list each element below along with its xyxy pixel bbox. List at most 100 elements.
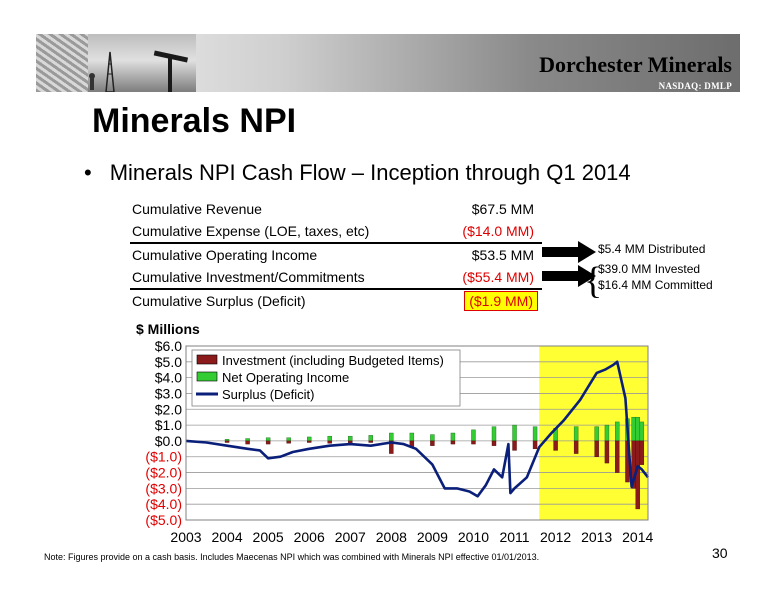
- net-operating-bar: [450, 432, 456, 442]
- brand-name: Dorchester Minerals: [539, 52, 732, 77]
- investment-bar: [327, 440, 332, 444]
- slide-title: Minerals NPI: [92, 102, 297, 140]
- net-operating-bar: [639, 421, 645, 442]
- legend-label: Net Operating Income: [222, 370, 349, 385]
- net-operating-bar: [471, 429, 476, 442]
- net-operating-bar: [224, 439, 230, 442]
- investment-bar: [471, 440, 476, 445]
- net-operating-bar: [286, 437, 291, 442]
- x-tick-label: 2013: [581, 529, 612, 545]
- investment-bar: [307, 440, 312, 443]
- net-operating-bar: [409, 432, 415, 442]
- summary-value: ($14.0 MM): [462, 223, 534, 239]
- net-operating-bar: [604, 424, 610, 442]
- bullet-text: Minerals NPI Cash Flow – Inception throu…: [109, 160, 631, 185]
- arrow-right-icon: [542, 241, 596, 263]
- y-tick-label: $4.0: [155, 370, 182, 386]
- net-operating-bar: [368, 435, 373, 442]
- rock-texture: [36, 34, 88, 92]
- brace-icon: {: [584, 260, 603, 302]
- surplus-highlight: ($1.9 MM): [464, 291, 538, 311]
- x-tick-label: 2004: [211, 529, 242, 545]
- surplus-line: [185, 360, 650, 498]
- bullet-point: • Minerals NPI Cash Flow – Inception thro…: [84, 160, 631, 186]
- summary-value: ($1.9 MM): [464, 290, 538, 312]
- page-number: 30: [712, 545, 728, 561]
- investment-bar: [615, 440, 620, 473]
- investment-bar: [224, 440, 230, 443]
- summary-label: Cumulative Revenue: [132, 201, 262, 217]
- y-tick-label: ($2.0): [145, 465, 182, 481]
- investment-bar: [430, 440, 435, 446]
- summary-row: Cumulative Surplus (Deficit) ($1.9 MM): [130, 290, 542, 312]
- y-tick-label: $5.0: [155, 354, 182, 370]
- x-tick-label: 2009: [417, 529, 448, 545]
- net-operating-bar: [327, 435, 332, 442]
- net-operating-bar: [348, 435, 353, 442]
- net-operating-bar: [389, 432, 394, 442]
- y-tick-label: ($5.0): [145, 512, 182, 528]
- summary-label: Cumulative Surplus (Deficit): [132, 293, 306, 309]
- y-tick-label: $1.0: [155, 417, 182, 433]
- investment-bar: [368, 440, 373, 443]
- y-tick-label: $0.0: [155, 433, 182, 449]
- bullet-dot: •: [84, 160, 92, 185]
- summary-label: Cumulative Operating Income: [132, 247, 318, 263]
- net-operating-bar: [265, 437, 271, 442]
- investment-bar: [604, 440, 610, 464]
- x-tick-label: 2011: [499, 529, 529, 545]
- summary-value: $67.5 MM: [471, 201, 534, 217]
- net-operating-bar: [307, 436, 312, 442]
- y-tick-label: $3.0: [155, 385, 182, 401]
- summary-row: Cumulative Operating Income $53.5 MM: [130, 244, 542, 266]
- header-photo: [36, 34, 196, 92]
- net-operating-bar: [573, 426, 579, 442]
- summary-row: Cumulative Investment/Commitments ($55.4…: [130, 266, 542, 290]
- net-operating-bar: [245, 438, 250, 442]
- y-tick-label: $6.0: [155, 338, 182, 354]
- investment-bar: [245, 440, 250, 445]
- y-tick-label: $2.0: [155, 401, 182, 417]
- investment-bar: [389, 440, 394, 454]
- y-tick-label: ($1.0): [145, 449, 182, 465]
- y-tick-label: ($3.0): [145, 480, 182, 496]
- y-tick-label: ($4.0): [145, 496, 182, 512]
- investment-bar: [553, 440, 558, 451]
- x-tick-label: 2006: [294, 529, 325, 545]
- net-operating-bar: [491, 426, 497, 442]
- net-operating-bar: [615, 421, 620, 442]
- investment-bar: [491, 440, 497, 446]
- x-tick-label: 2008: [376, 529, 407, 545]
- summary-row: Cumulative Revenue $67.5 MM: [130, 198, 542, 220]
- investment-bar: [594, 440, 599, 457]
- summary-label: Cumulative Expense (LOE, taxes, etc): [132, 223, 370, 239]
- investment-bar: [532, 440, 538, 450]
- x-tick-label: 2014: [622, 529, 653, 545]
- net-operating-bar: [631, 416, 636, 442]
- cashflow-chart: $6.0$5.0$4.0$3.0$2.0$1.0$0.0($1.0)($2.0)…: [145, 338, 653, 545]
- legend-swatch: [196, 371, 218, 382]
- investment-bar: [265, 440, 271, 445]
- legend-swatch: [196, 354, 218, 365]
- investment-bar: [286, 440, 291, 444]
- net-operating-bar: [594, 426, 599, 442]
- note-invested: $39.0 MM Invested: [598, 262, 701, 276]
- net-operating-bar: [532, 426, 538, 442]
- arrow-right-icon: [542, 265, 596, 287]
- x-tick-label: 2007: [335, 529, 366, 545]
- investment-bar: [639, 440, 645, 465]
- investment-bar: [512, 440, 517, 451]
- net-operating-bar: [512, 424, 517, 442]
- summary-row: Cumulative Expense (LOE, taxes, etc) ($1…: [130, 220, 542, 244]
- legend-label: Investment (including Budgeted Items): [222, 353, 444, 368]
- note-distributed: $5.4 MM Distributed: [598, 242, 706, 256]
- legend-box: [191, 349, 461, 407]
- summary-value: $53.5 MM: [471, 247, 534, 263]
- plot-frame: [185, 345, 649, 521]
- x-tick-label: 2012: [540, 529, 571, 545]
- note-committed: $16.4 MM Committed: [598, 278, 713, 292]
- investment-bar: [573, 440, 579, 454]
- oilfield-silhouette: [89, 50, 189, 92]
- x-tick-label: 2003: [170, 529, 201, 545]
- net-operating-bar: [635, 416, 640, 442]
